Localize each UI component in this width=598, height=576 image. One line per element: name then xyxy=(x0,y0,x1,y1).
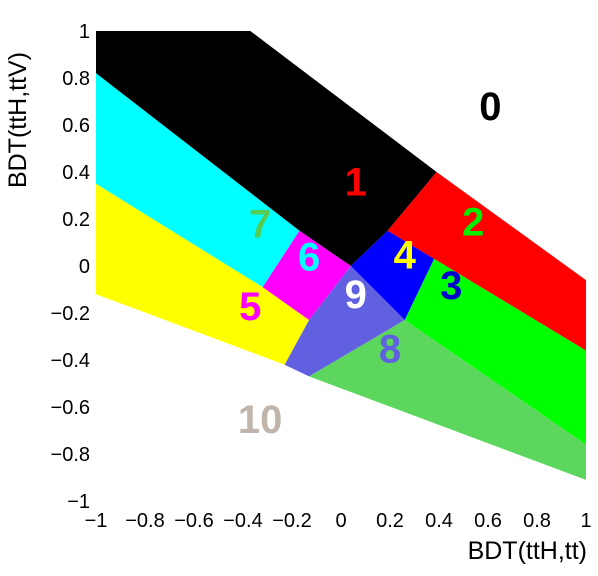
x-tick-label: −1 xyxy=(85,510,108,532)
axis-ticks: −1 −0.8 −0.6 −0.4 −0.2 0 0.2 0.4 0.6 0.8 1 −1 −0.8 −0… xyxy=(51,21,592,532)
y-tick-label: 1 xyxy=(79,21,90,43)
region-8 xyxy=(309,320,586,480)
category-regions xyxy=(96,31,586,480)
y-axis-title: BDT(ttH,ttV) xyxy=(4,52,32,188)
region-2 xyxy=(387,172,586,351)
x-axis-title: BDT(ttH,tt) xyxy=(468,537,587,565)
region-7-label: 7 xyxy=(249,203,271,247)
x-tick-label: 0.6 xyxy=(474,510,502,532)
y-tick-label: 0 xyxy=(79,256,90,278)
region-3-label: 3 xyxy=(440,264,462,308)
region-2-label: 2 xyxy=(462,200,484,244)
region-0-label: 0 xyxy=(479,85,501,129)
y-tick-label: 0.8 xyxy=(62,68,90,90)
region-9-label: 9 xyxy=(345,273,367,317)
region-1 xyxy=(96,31,437,266)
region-6-label: 6 xyxy=(298,236,320,280)
y-tick-label: −0.8 xyxy=(51,444,90,466)
region-3 xyxy=(404,258,586,445)
y-tick-label: 0.6 xyxy=(62,115,90,137)
region-5 xyxy=(96,183,310,365)
region-10-label: 10 xyxy=(238,398,283,442)
y-tick-label: −0.6 xyxy=(51,397,90,419)
x-tick-label: 0.8 xyxy=(523,510,551,532)
region-8-label: 8 xyxy=(379,327,401,371)
y-tick-label: −0.4 xyxy=(51,350,90,372)
x-tick-label: 0.2 xyxy=(376,510,404,532)
y-tick-label: 0.2 xyxy=(62,209,90,231)
y-tick-label: −1 xyxy=(67,491,90,513)
region-7 xyxy=(96,73,300,288)
x-tick-label: −0.6 xyxy=(174,510,213,532)
region-4-label: 4 xyxy=(394,233,417,277)
y-tick-label: 0.4 xyxy=(62,162,90,184)
region-4 xyxy=(350,230,435,320)
x-tick-label: −0.2 xyxy=(272,510,311,532)
x-tick-label: 0.4 xyxy=(425,510,453,532)
x-tick-label: −0.4 xyxy=(223,510,262,532)
region-5-label: 5 xyxy=(239,285,261,329)
x-tick-label: −0.8 xyxy=(125,510,164,532)
y-tick-label: −0.2 xyxy=(51,303,90,325)
region-labels: 0 1 234 567 89 10 xyxy=(238,85,502,442)
region-6 xyxy=(262,230,351,320)
region-9 xyxy=(284,266,405,377)
x-tick-label: 1 xyxy=(580,510,591,532)
region-1-label: 1 xyxy=(345,160,367,204)
x-tick-label: 0 xyxy=(335,510,346,532)
